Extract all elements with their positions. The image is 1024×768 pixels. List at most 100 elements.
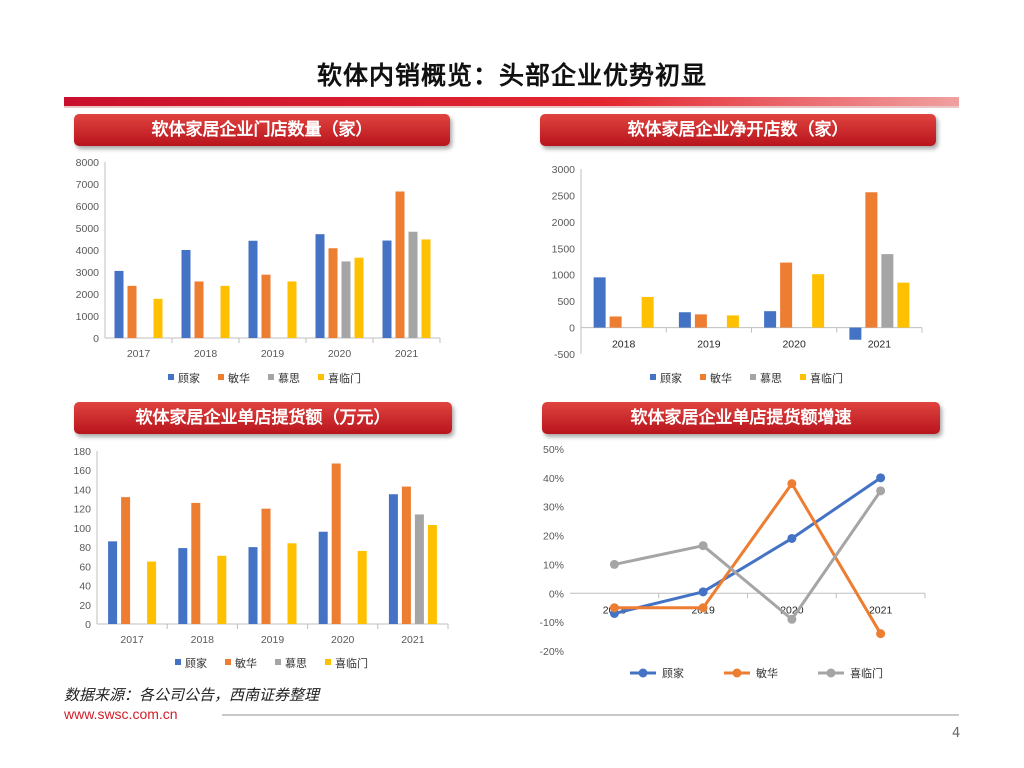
chart4-ytick-label: 40% — [543, 473, 564, 485]
page-number: 4 — [952, 726, 961, 741]
legend-swatch-icon — [275, 659, 281, 665]
chart4-legend-label: 喜临门 — [850, 666, 883, 680]
chart1-bar-敏华-2021 — [395, 191, 405, 338]
chart2-ytick-label: 500 — [557, 296, 575, 308]
chart1-category-label: 2018 — [194, 348, 218, 360]
chart1-bar-顾家-2020 — [315, 234, 325, 338]
chart1-category-label: 2020 — [328, 348, 352, 360]
chart3-bar-喜临门-2021 — [427, 525, 437, 624]
chart2-legend-label: 顾家 — [660, 371, 682, 385]
chart4-ytick-label: 0% — [549, 588, 564, 600]
chart3-category-label: 2019 — [261, 634, 285, 646]
chart3-ytick-label: 20 — [79, 600, 91, 612]
legend-swatch-icon — [325, 659, 331, 665]
chart4-point-顾家-2020 — [787, 533, 797, 543]
chart3-bar-顾家-2021 — [388, 494, 398, 624]
legend-swatch-icon — [168, 374, 174, 380]
legend-swatch-icon — [650, 374, 656, 380]
chart4-line-顾家 — [614, 476, 882, 615]
chart1-bar-敏华-2018 — [194, 281, 204, 338]
page-title: 软体内销概览：头部企业优势初显 — [316, 61, 707, 90]
chart1-category-label: 2021 — [395, 348, 419, 360]
website-link[interactable]: www.swsc.com.cn — [64, 706, 178, 722]
chart3-category-label: 2021 — [401, 634, 425, 646]
chart2-ytick-label: 1000 — [552, 270, 576, 282]
chart1-bar-顾家-2017 — [114, 270, 124, 338]
chart1-bar-慕思-2020 — [341, 261, 351, 338]
chart2-category-label: 2019 — [697, 339, 721, 351]
chart1-bar-喜临门-2019 — [287, 281, 297, 338]
chart3-legend-label: 顾家 — [185, 656, 207, 670]
chart4-header: 软体家居企业单店提货额增速 — [542, 402, 940, 434]
chart2-category-label: 2018 — [612, 339, 636, 351]
chart1-legend-label: 顾家 — [178, 371, 200, 385]
chart4-point-喜临门-2021 — [876, 486, 886, 496]
chart3-category-label: 2017 — [120, 634, 144, 646]
chart3-header: 软体家居企业单店提货额（万元） — [74, 402, 452, 434]
chart4-ytick-label: 50% — [543, 444, 564, 456]
chart3-ytick-label: 40 — [79, 581, 91, 593]
chart2-bar-顾家-2020 — [764, 311, 777, 328]
chart2-legend-label: 敏华 — [710, 371, 732, 385]
chart3-bar-敏华-2019 — [261, 508, 271, 624]
chart4-legend-label: 敏华 — [756, 666, 778, 680]
chart1-header: 软体家居企业门店数量（家） — [74, 114, 450, 146]
source-note: 数据来源：各公司公告，西南证券整理 — [64, 686, 320, 704]
chart2-bar-喜临门-2021 — [897, 282, 910, 328]
chart4-point-顾家-2019 — [698, 587, 708, 597]
chart2-bar-敏华-2018 — [609, 316, 622, 328]
chart1-bar-喜临门-2018 — [220, 285, 230, 338]
chart2-ytick-label: -500 — [554, 349, 575, 361]
legend-swatch-icon — [225, 659, 231, 665]
chart4-category-label: 2021 — [869, 604, 893, 616]
chart3-ytick-label: 100 — [73, 523, 91, 535]
chart4-point-敏华-2019 — [698, 603, 708, 613]
chart2-ytick-label: 3000 — [552, 164, 576, 176]
chart2-ytick-label: 0 — [569, 323, 575, 335]
chart3-bar-敏华-2018 — [191, 502, 201, 624]
chart3-category-label: 2020 — [331, 634, 355, 646]
chart1-ytick-label: 0 — [93, 333, 99, 345]
chart3-category-label: 2018 — [191, 634, 215, 646]
chart3-legend-label: 敏华 — [235, 656, 257, 670]
chart4-ytick-label: -20% — [539, 646, 564, 658]
chart2-category-label: 2021 — [868, 339, 892, 351]
chart3-ytick-label: 60 — [79, 561, 91, 573]
chart4-point-喜临门-2019 — [698, 541, 708, 551]
chart1-bar-敏华-2020 — [328, 248, 338, 338]
chart4-point-敏华-2018 — [609, 603, 619, 613]
chart4-point-喜临门-2018 — [609, 559, 619, 569]
chart1-ytick-label: 7000 — [76, 179, 100, 191]
chart1-legend-label: 喜临门 — [328, 371, 361, 385]
chart2-legend-label: 喜临门 — [810, 371, 843, 385]
chart1-bar-敏华-2017 — [127, 285, 137, 338]
footer-divider — [222, 714, 959, 716]
chart2-bar-慕思-2021 — [881, 254, 894, 328]
chart4-legend-label: 顾家 — [662, 666, 684, 680]
legend-swatch-icon — [318, 374, 324, 380]
chart4-line-喜临门 — [614, 489, 882, 621]
chart4-point-敏华-2021 — [876, 629, 886, 639]
chart2-bar-喜临门-2020 — [812, 274, 825, 328]
chart4-point-喜临门-2020 — [787, 614, 797, 624]
chart1-category-label: 2019 — [261, 348, 285, 360]
chart3-bar-顾家-2017 — [108, 541, 118, 624]
chart3-bar-慕思-2021 — [414, 514, 424, 624]
chart1-ytick-label: 3000 — [76, 267, 100, 279]
chart2-ytick-label: 2000 — [552, 217, 576, 229]
title-red-bar — [64, 97, 959, 106]
legend-marker-icon — [638, 668, 648, 678]
chart3-ytick-label: 140 — [73, 484, 91, 496]
chart2-bar-敏华-2019 — [694, 314, 707, 328]
legend-marker-icon — [732, 668, 742, 678]
legend-swatch-icon — [175, 659, 181, 665]
chart2-ytick-label: 2500 — [552, 190, 576, 202]
legend-swatch-icon — [700, 374, 706, 380]
legend-swatch-icon — [750, 374, 756, 380]
chart1-bar-喜临门-2020 — [354, 257, 364, 338]
chart2-bar-喜临门-2019 — [726, 315, 739, 328]
chart3-ytick-label: 120 — [73, 504, 91, 516]
chart3-bar-喜临门-2018 — [217, 555, 227, 624]
chart1-legend-label: 敏华 — [228, 371, 250, 385]
chart4-point-顾家-2021 — [876, 473, 886, 483]
